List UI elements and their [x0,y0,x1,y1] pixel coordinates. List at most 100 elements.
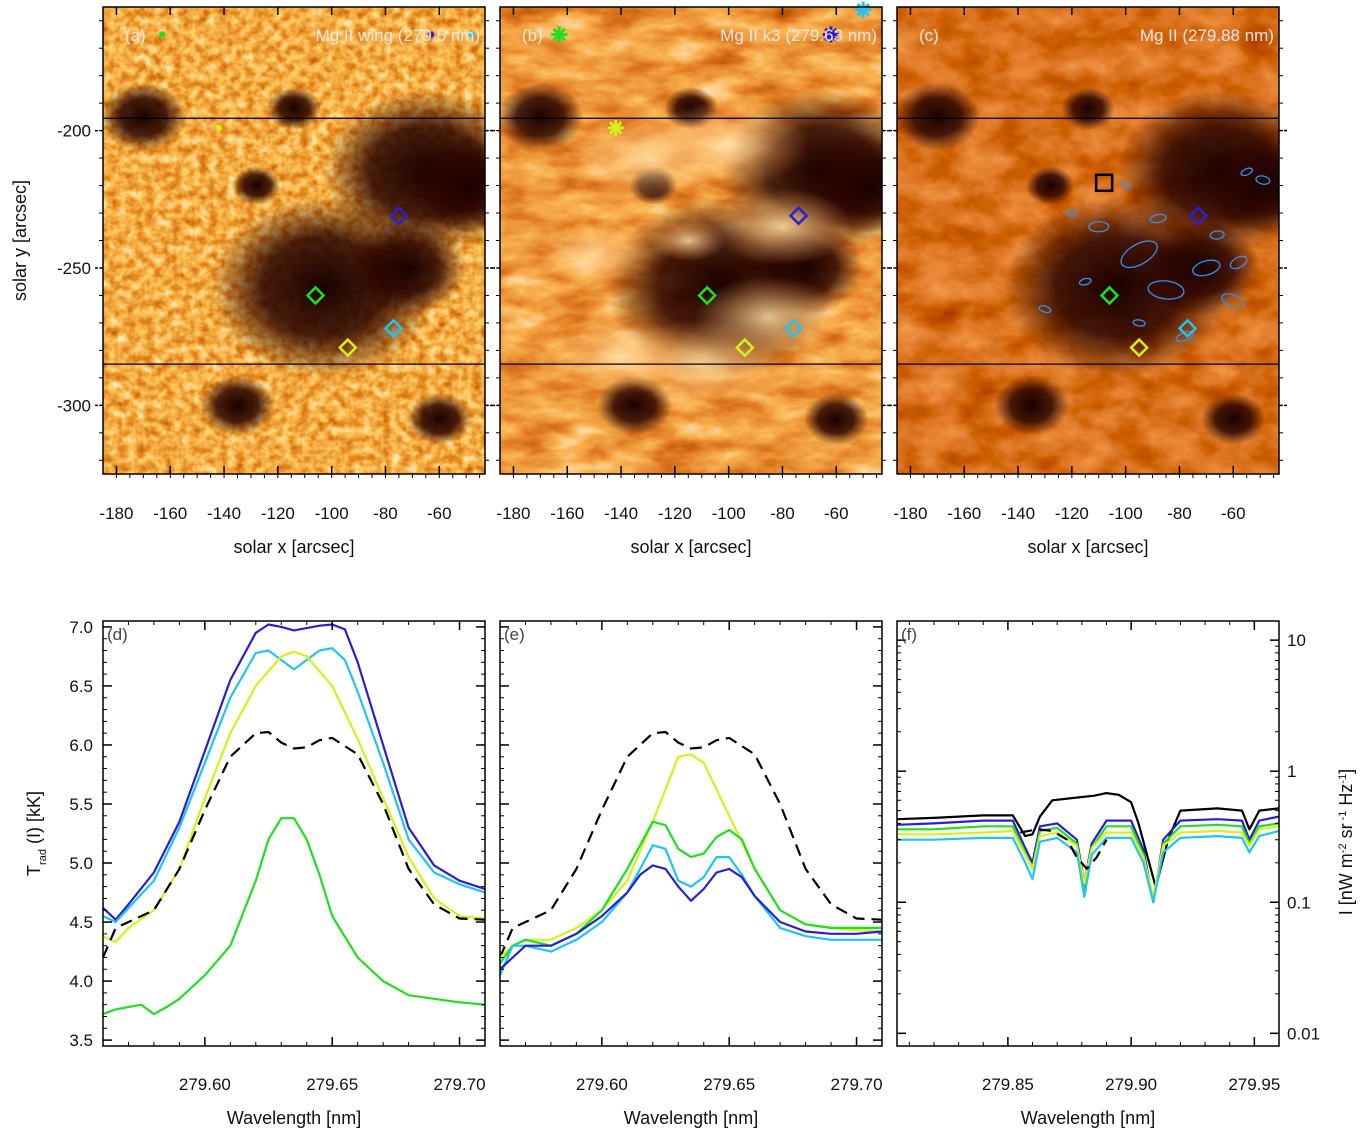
ytick-label-0-2: -300 [57,396,91,415]
contour-3 [1221,293,1246,309]
map-panel-1: -180 -160 -140 -120 -100 -80 -60 solar x [arcse… [492,1,890,557]
plot-xtick-label-0-2: 279.70 [434,1075,486,1094]
spot-0-2 [409,138,485,233]
plot-xtick-label-1-1: 279.65 [703,1075,755,1094]
plot-xlabel-0: Wavelength [nm] [227,1108,361,1128]
xtick-label-0-2: -140 [207,504,241,523]
xtick-label-0-1: -160 [153,504,187,523]
ylabel-main: T [24,865,44,876]
marker-1-3 [855,1,872,18]
xtick-label-1-2: -140 [604,504,638,523]
spot-1-8 [803,393,869,445]
marker-2-0 [1094,173,1114,193]
map-title-0: Mg II wing (279.5 nm) [316,26,480,45]
series-2-5-black [1019,828,1108,870]
contour-6 [1255,175,1271,185]
series-2-0-black [897,792,1279,889]
plage-2 [712,188,853,266]
xtick-label-1-0: -180 [496,504,530,523]
plage-7 [650,219,726,262]
ylabel-rest: (I) [kK] [24,791,44,849]
plot-lines-0 [103,623,485,1016]
map-image-2 [897,7,1279,474]
plot-lines-1 [500,730,882,976]
plot-panel-label-1: (e) [504,625,525,644]
xtick-label-0-0: -180 [99,504,133,523]
map-title-1: Mg II k3 (279.63 nm) [720,26,877,45]
spot-2-3 [1141,220,1261,316]
map-panel-label-0: (a) [125,26,146,45]
xtick-label-1-5: -80 [770,504,795,523]
plot-xtick-label-2-0: 279.85 [982,1075,1034,1094]
plot-ytick-label-0-1: 4.0 [69,972,93,991]
series-2-1-blue [897,815,1279,904]
xtick-label-2-0: -180 [893,504,927,523]
contour-7 [1149,213,1167,224]
series-2-4-cyan [897,829,1279,904]
plot-xtick-label-0-0: 279.60 [179,1075,231,1094]
contour-15 [1078,277,1092,286]
plage-5 [551,317,691,395]
spot-2-4 [1061,87,1115,131]
plot-frame-2 [896,620,1280,1047]
marker-0-0 [159,31,166,38]
plot-ylabel-right: I [nW m-2 sr -1 Hz-1] [1336,769,1356,915]
marker-1-2 [822,26,839,43]
map-panel-label-2: (c) [919,26,939,45]
map-panel-0: -180 -160 -140 -120 -100 -80 -60 -200 -250 -300 so… [10,6,493,557]
xtick-label-2-2: -140 [1001,504,1035,523]
contour-5 [1240,167,1253,177]
marker-2-2 [1099,285,1120,306]
marker-0-1 [215,124,222,132]
xtick-label-1-1: -160 [550,504,584,523]
spot-0-4 [267,87,321,131]
plot-panel-1: 279.60 279.65 279.70 Wavelength [nm] (e) [499,620,883,1128]
marker-0-5 [305,285,326,306]
contour-11 [1038,305,1052,314]
plot-xlabel-2: Wavelength [nm] [1021,1108,1155,1128]
xtick-label-0-3: -120 [261,504,295,523]
plot-frame-0 [102,620,486,1047]
plot-ytick-label-0-5: 6.0 [69,736,93,755]
plot-ylabel-left: Trad (I) [kK] [24,791,49,876]
plot-xtick-label-0-1: 279.65 [306,1075,358,1094]
xtick-label-2-6: -60 [1221,504,1246,523]
plot-panel-2: 279.85 279.90 279.95 0.01 0.1 1 10 I [nW m-2 sr… [896,620,1356,1128]
contour-8 [1120,181,1131,190]
series-0-1-cyan [103,647,485,924]
plot-panel-label-0: (d) [107,625,128,644]
plot-ytick-label-0-6: 6.5 [69,677,93,696]
plot-panel-0: 279.60 279.65 279.70 3.5 4.0 4.5 5.0 5.5 6.0 6.5 7… [24,618,486,1128]
xtick-label-0-5: -80 [373,504,398,523]
marker-2-3 [1177,318,1198,339]
spot-0-6 [103,82,187,152]
map-image-1 [500,7,882,474]
spot-2-8 [1200,393,1266,445]
xtick-label-2-3: -120 [1055,504,1089,523]
ytick-label-0-1: -250 [57,259,91,278]
spot-0-7 [199,375,276,436]
contour-4 [1088,221,1110,233]
plot-ytick-label-2-2: 1 [1287,762,1296,781]
series-0-3-black [103,730,485,958]
marker-0-3 [468,31,475,38]
contour-1 [1147,280,1185,300]
map-ylabel: solar y [arcsec] [10,180,30,301]
map-xlabel-2: solar x [arcsec] [1027,537,1148,557]
ylabel-part-4: Hz [1336,784,1356,811]
marker-0-4 [389,206,409,226]
series-0-4-green [103,817,485,1016]
series-2-2-green [897,822,1279,904]
plot-lines-2 [897,792,1279,904]
xtick-label-0-6: -60 [427,504,452,523]
plot-xtick-label-2-1: 279.90 [1105,1075,1157,1094]
plot-frame-1 [499,620,883,1047]
marker-0-7 [338,337,358,358]
map-title-2: Mg II (279.88 nm) [1140,26,1274,45]
plot-ytick-label-0-3: 5.0 [69,854,93,873]
plot-ytick-label-2-1: 0.1 [1287,893,1311,912]
ylabel-sub: rad [37,849,49,865]
plot-xtick-label-1-0: 279.60 [576,1075,628,1094]
contour-13 [1229,255,1248,270]
